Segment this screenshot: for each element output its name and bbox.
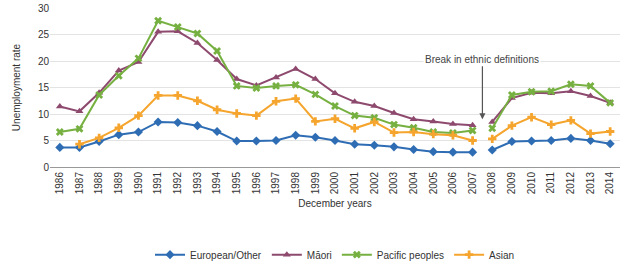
svg-text:1987: 1987 <box>74 172 85 195</box>
svg-text:2011: 2011 <box>545 172 556 194</box>
svg-text:2005: 2005 <box>428 172 439 195</box>
svg-text:15: 15 <box>38 82 50 93</box>
svg-text:2003: 2003 <box>388 172 399 195</box>
svg-text:Māori: Māori <box>307 250 332 261</box>
svg-text:2009: 2009 <box>506 172 517 195</box>
svg-text:Break in ethnic definitions: Break in ethnic definitions <box>425 54 539 65</box>
svg-text:2000: 2000 <box>329 172 340 195</box>
svg-text:1986: 1986 <box>54 172 65 195</box>
svg-text:5: 5 <box>43 135 49 146</box>
svg-text:2010: 2010 <box>526 172 537 195</box>
svg-text:2013: 2013 <box>585 172 596 195</box>
svg-text:1994: 1994 <box>211 172 222 195</box>
svg-text:30: 30 <box>38 3 50 14</box>
svg-text:2012: 2012 <box>565 172 576 195</box>
svg-text:1992: 1992 <box>172 172 183 195</box>
svg-text:1998: 1998 <box>290 172 301 195</box>
svg-text:2004: 2004 <box>408 172 419 195</box>
svg-text:Unemployment rate: Unemployment rate <box>11 43 22 131</box>
svg-text:1995: 1995 <box>231 172 242 195</box>
svg-text:1999: 1999 <box>310 172 321 195</box>
svg-text:1993: 1993 <box>192 172 203 195</box>
svg-text:1991: 1991 <box>152 172 163 195</box>
svg-text:Pacific peoples: Pacific peoples <box>377 250 444 261</box>
svg-text:1997: 1997 <box>270 172 281 195</box>
svg-text:25: 25 <box>38 29 50 40</box>
svg-text:0: 0 <box>43 162 49 173</box>
svg-text:2007: 2007 <box>467 172 478 195</box>
svg-text:1996: 1996 <box>251 172 262 195</box>
svg-text:Asian: Asian <box>489 250 514 261</box>
svg-text:1989: 1989 <box>113 172 124 195</box>
svg-text:10: 10 <box>38 109 50 120</box>
svg-text:2008: 2008 <box>486 172 497 195</box>
svg-text:20: 20 <box>38 56 50 67</box>
svg-text:December years: December years <box>298 198 371 209</box>
svg-text:2001: 2001 <box>349 172 360 195</box>
svg-text:1988: 1988 <box>93 172 104 195</box>
svg-text:1990: 1990 <box>133 172 144 195</box>
svg-text:2014: 2014 <box>604 172 615 195</box>
svg-text:European/Other: European/Other <box>190 250 262 261</box>
svg-text:2006: 2006 <box>447 172 458 195</box>
svg-text:2002: 2002 <box>369 172 380 195</box>
